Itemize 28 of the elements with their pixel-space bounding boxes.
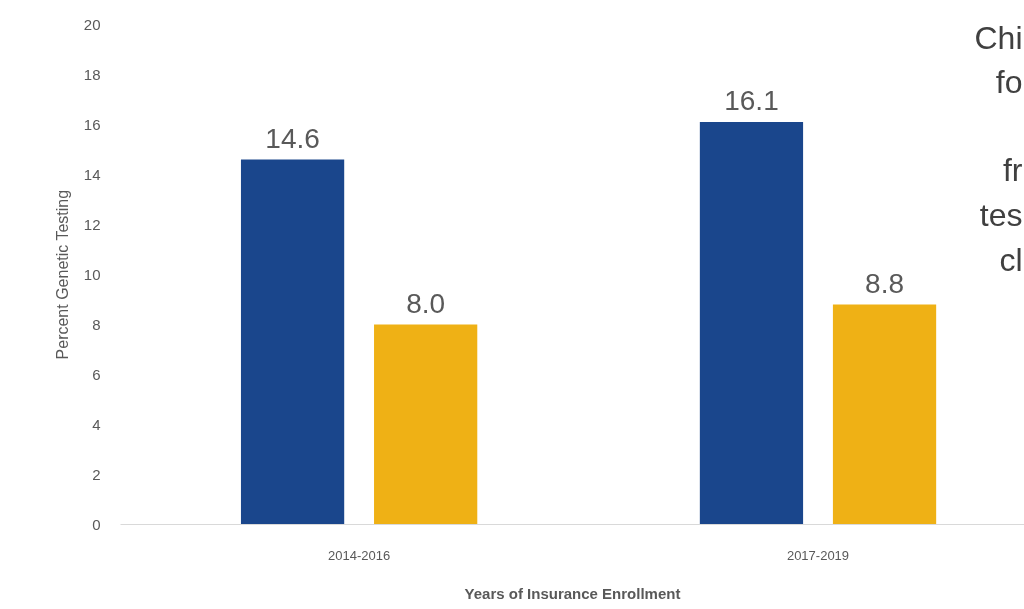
annotation: tes (979, 196, 1023, 233)
text: 14.6 (265, 122, 320, 154)
y-tick-label: 4 (92, 415, 101, 433)
text: 16.1 (724, 85, 779, 116)
annotation: fr (1002, 151, 1023, 188)
x-axis-title: Years of Insurance Enrollment (464, 584, 681, 602)
annotation: Chi (974, 20, 1023, 57)
y-tick-label: 0 (92, 515, 101, 533)
y-tick-label: 2 (92, 465, 101, 483)
y-axis-title: Percent Genetic Testing (53, 189, 71, 360)
bar (374, 324, 478, 525)
text: 8.0 (406, 287, 446, 319)
bar (240, 159, 345, 525)
annotation: cl (999, 241, 1023, 278)
y-tick-label: 10 (83, 265, 101, 283)
y-tick-label: 6 (92, 365, 101, 383)
y-tick-label: 14 (83, 165, 101, 183)
bar (699, 122, 804, 525)
x-tick-label: 2017-2019 (786, 547, 850, 563)
y-tick-label: 12 (83, 215, 101, 233)
y-tick-label: 20 (83, 15, 101, 33)
y-tick-label: 16 (83, 115, 101, 133)
annotation: fo (995, 64, 1023, 100)
y-tick-label: 8 (92, 315, 101, 333)
text: 8.8 (865, 267, 905, 299)
y-tick-label: 18 (83, 65, 101, 83)
bar (832, 304, 937, 525)
x-tick-label: 2014-2016 (328, 547, 391, 563)
